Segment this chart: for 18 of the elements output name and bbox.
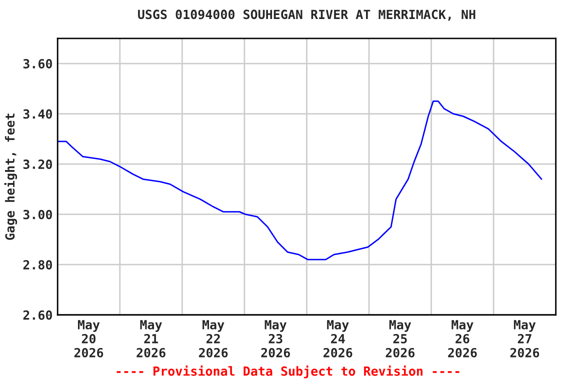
x-tick-label: May 27 2026	[510, 320, 540, 358]
x-tick-label: May 22 2026	[198, 320, 228, 358]
y-tick-label: 2.60	[23, 310, 52, 320]
x-tick-label: May 24 2026	[324, 320, 352, 358]
x-tick-label: May 21 2026	[136, 320, 166, 358]
y-tick-label: 2.80	[23, 260, 52, 270]
x-tick-label: May 20 2026	[74, 320, 104, 358]
x-tick-label: May 25 2026	[386, 320, 415, 358]
y-tick-label: 3.60	[23, 59, 52, 68]
x-tick-label: May 26 2026	[448, 320, 477, 358]
chart-title: USGS 01094000 SOUHEGAN RIVER AT MERRIMACK, NH	[138, 10, 476, 21]
y-tick-label: 3.40	[23, 109, 52, 119]
x-tick-label: May 23 2026	[261, 320, 290, 358]
line-series	[58, 100, 542, 260]
y-axis-title: Gage height, feet	[4, 114, 18, 240]
y-tick-label: 3.00	[23, 210, 52, 220]
y-tick-label: 3.20	[23, 160, 52, 169]
text: ---- Provisional Data Subject to Revision ----	[116, 365, 460, 378]
